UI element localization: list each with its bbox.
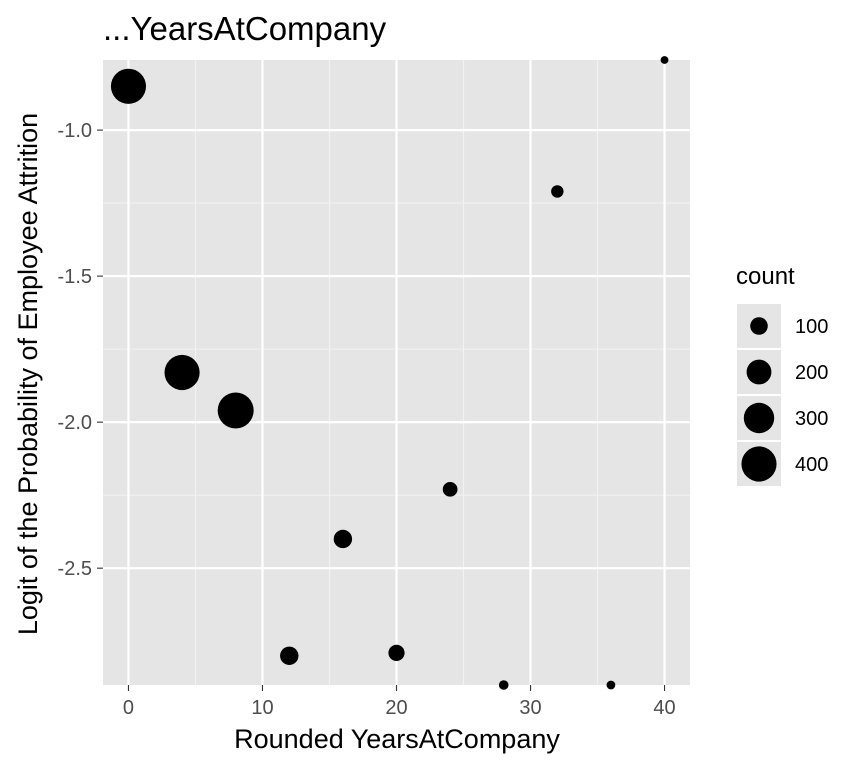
x-tick-label: 20 bbox=[385, 697, 407, 719]
legend-title: count bbox=[736, 263, 795, 290]
legend-key-point bbox=[746, 359, 772, 385]
data-point bbox=[333, 529, 353, 549]
y-tick-label: -1.0 bbox=[58, 120, 92, 142]
x-tick-label: 10 bbox=[251, 697, 273, 719]
legend-key-point bbox=[743, 402, 775, 434]
legend-label: 300 bbox=[795, 408, 828, 430]
data-point bbox=[388, 644, 405, 661]
data-point bbox=[280, 646, 299, 666]
data-point bbox=[498, 680, 509, 690]
x-tick-label: 0 bbox=[123, 697, 134, 719]
points-layer bbox=[110, 56, 669, 690]
legend-label: 200 bbox=[795, 362, 828, 384]
legend-entries: 100 200 300 400 bbox=[737, 304, 828, 486]
y-tick-label: -2.5 bbox=[58, 558, 92, 580]
data-point bbox=[551, 185, 564, 198]
data-point bbox=[110, 68, 147, 104]
x-tick-label: 30 bbox=[519, 697, 541, 719]
data-point bbox=[217, 392, 254, 429]
data-point bbox=[660, 56, 669, 64]
data-point bbox=[442, 481, 458, 497]
x-axis: 0 10 20 30 40 bbox=[123, 685, 676, 719]
x-tick-label: 40 bbox=[653, 697, 675, 719]
legend-key-point bbox=[750, 317, 768, 335]
chart-title: ...YearsAtCompany bbox=[103, 10, 387, 47]
x-axis-title: Rounded YearsAtCompany bbox=[234, 724, 560, 754]
data-point bbox=[606, 680, 616, 690]
legend-key-point bbox=[741, 446, 777, 482]
legend-label: 100 bbox=[795, 316, 828, 338]
data-point bbox=[164, 354, 200, 391]
legend-label: 400 bbox=[795, 454, 828, 476]
legend: count 100 200 300 400 bbox=[736, 263, 828, 486]
y-tick-label: -2.0 bbox=[58, 412, 92, 434]
y-axis: -2.5 -2.0 -1.5 -1.0 bbox=[58, 120, 103, 580]
y-axis-title: Logit of the Probability of Employee Att… bbox=[13, 113, 43, 635]
grid-major-lines bbox=[103, 60, 690, 685]
y-tick-label: -1.5 bbox=[58, 266, 92, 288]
